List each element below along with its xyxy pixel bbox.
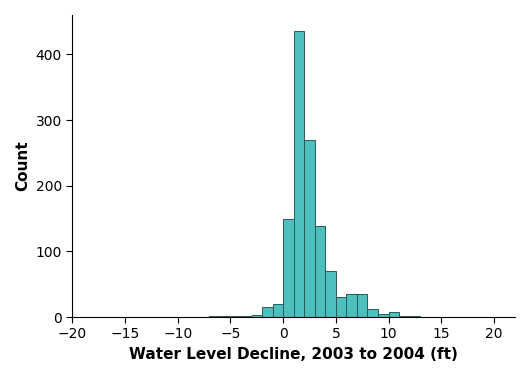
Bar [399, 316, 410, 317]
Bar [325, 271, 336, 317]
Bar [231, 316, 241, 317]
Bar [315, 227, 325, 317]
Bar [294, 31, 304, 317]
Bar [388, 313, 399, 317]
Bar [367, 309, 378, 317]
Bar [262, 307, 272, 317]
Bar [336, 297, 347, 317]
Bar [209, 316, 220, 317]
Bar [410, 316, 420, 317]
Bar [272, 304, 283, 317]
Bar [378, 314, 388, 317]
Bar [241, 316, 252, 317]
Bar [357, 294, 367, 317]
Bar [304, 140, 315, 317]
Bar [252, 315, 262, 317]
Y-axis label: Count: Count [15, 141, 30, 191]
Bar [283, 219, 294, 317]
Bar [347, 294, 357, 317]
Bar [220, 316, 231, 317]
X-axis label: Water Level Decline, 2003 to 2004 (ft): Water Level Decline, 2003 to 2004 (ft) [129, 347, 458, 362]
